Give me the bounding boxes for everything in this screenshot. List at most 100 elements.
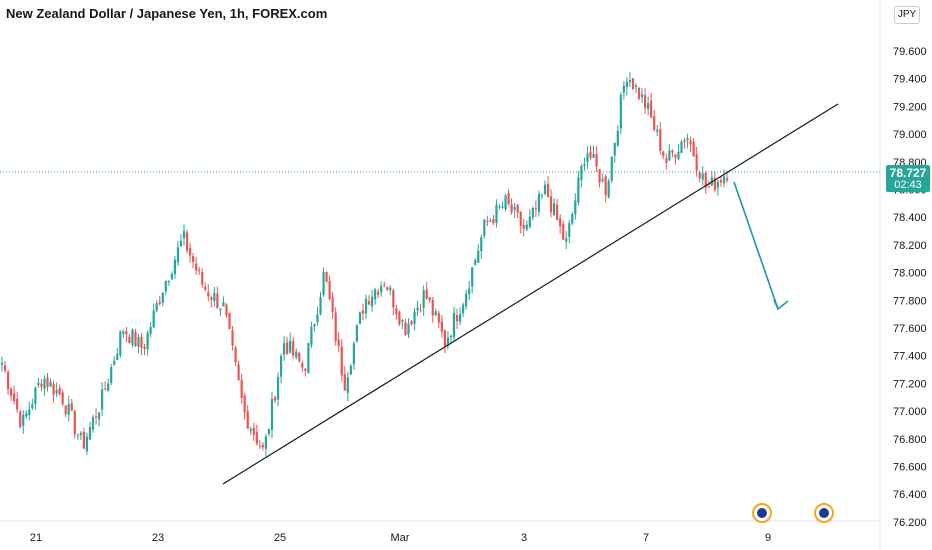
currency-badge[interactable]: JPY [894,6,920,24]
candle-body [325,271,328,282]
candle-body [210,297,213,300]
candle-body [79,432,82,436]
candle-body [94,416,98,418]
candle-body [495,204,498,223]
candle-body [725,178,729,181]
candle-body [656,129,659,132]
candle-body [246,411,249,429]
candle-body [143,346,146,349]
candle-body [628,80,632,83]
candle-body [152,310,155,328]
candle-body [137,336,140,347]
candle-body [85,436,89,452]
candle-body [252,427,255,435]
time-tick-label: Mar [391,532,410,544]
candle-body [719,180,723,183]
candle-body [216,293,219,309]
projection-arrow[interactable] [733,181,789,311]
candle-body [580,165,583,181]
price-tick-label: 79.200 [893,101,927,113]
last-price-tag: 78.727 02:43 [886,165,930,192]
candle-body [659,129,662,151]
price-axis[interactable]: 79.60079.40079.20079.00078.80078.60078.4… [893,46,927,529]
candle-body [340,346,343,376]
candle-body [604,176,607,195]
candle-body [522,224,525,229]
candle-body [10,388,13,396]
candle-body [461,304,465,314]
candle-body [240,379,243,398]
candle-body [370,296,374,307]
candle-body [643,95,647,108]
price-tick-label: 79.600 [893,46,927,58]
candle-body [173,259,177,275]
candle-body [346,377,349,393]
candle-body [571,214,574,224]
candle-body [665,158,668,163]
candle-body [401,319,404,323]
candle-body [722,176,726,184]
candle-body [222,301,225,307]
candle-body [556,204,559,220]
time-tick-label: 23 [152,532,164,544]
time-tick-label: 25 [274,532,286,544]
calendar-event-icon[interactable] [814,503,834,523]
candle-body [358,312,362,324]
candle-body [97,412,101,420]
candle-body [204,286,207,290]
candle-body [116,353,119,360]
time-tick-label: 7 [643,532,649,544]
candle-body [273,397,277,401]
candle-body [101,389,104,410]
candle-body [367,301,371,305]
candle-body [43,378,46,389]
candle-body [82,431,86,449]
candle-body [440,321,443,332]
candle-body [313,324,316,327]
price-tick-label: 79.400 [893,74,927,86]
trendline[interactable] [222,103,839,485]
candle-body [52,383,55,395]
candle-body [182,230,186,239]
candle-body [234,347,237,363]
candlestick-series [0,72,729,457]
candle-body [446,337,450,346]
candle-body [516,204,519,213]
candle-body [452,312,456,338]
candle-body [337,339,340,346]
candle-body [73,410,76,435]
calendar-event-icon[interactable] [752,503,772,523]
candle-body [374,289,377,300]
candle-body [377,291,380,295]
candle-body [713,177,716,191]
candle-body [170,274,173,280]
candle-body [552,203,556,215]
candle-body [565,238,568,242]
candle-body [443,330,446,346]
candle-body [276,377,280,400]
candle-body [316,314,319,323]
candle-body [640,94,644,98]
candle-body [692,141,695,157]
candle-body [107,383,110,391]
candle-body [292,341,295,356]
candle-body [34,387,37,405]
candle-body [279,355,283,377]
candle-body [422,290,425,308]
candle-body [267,428,271,434]
last-price-value: 78.727 [889,166,927,180]
candle-body [179,240,183,247]
price-tick-label: 77.000 [893,406,927,418]
candle-body [334,312,337,341]
candle-body [510,204,513,213]
time-axis[interactable]: 21 23 25 Mar 3 7 9 [30,532,771,544]
candle-body [58,388,61,395]
candle-body [231,330,234,346]
candle-body [46,377,49,388]
price-tick-label: 76.800 [893,434,927,446]
time-tick-label: 21 [30,532,42,544]
candle-body [255,432,258,444]
candle-body [3,365,7,371]
candle-body [425,289,428,299]
